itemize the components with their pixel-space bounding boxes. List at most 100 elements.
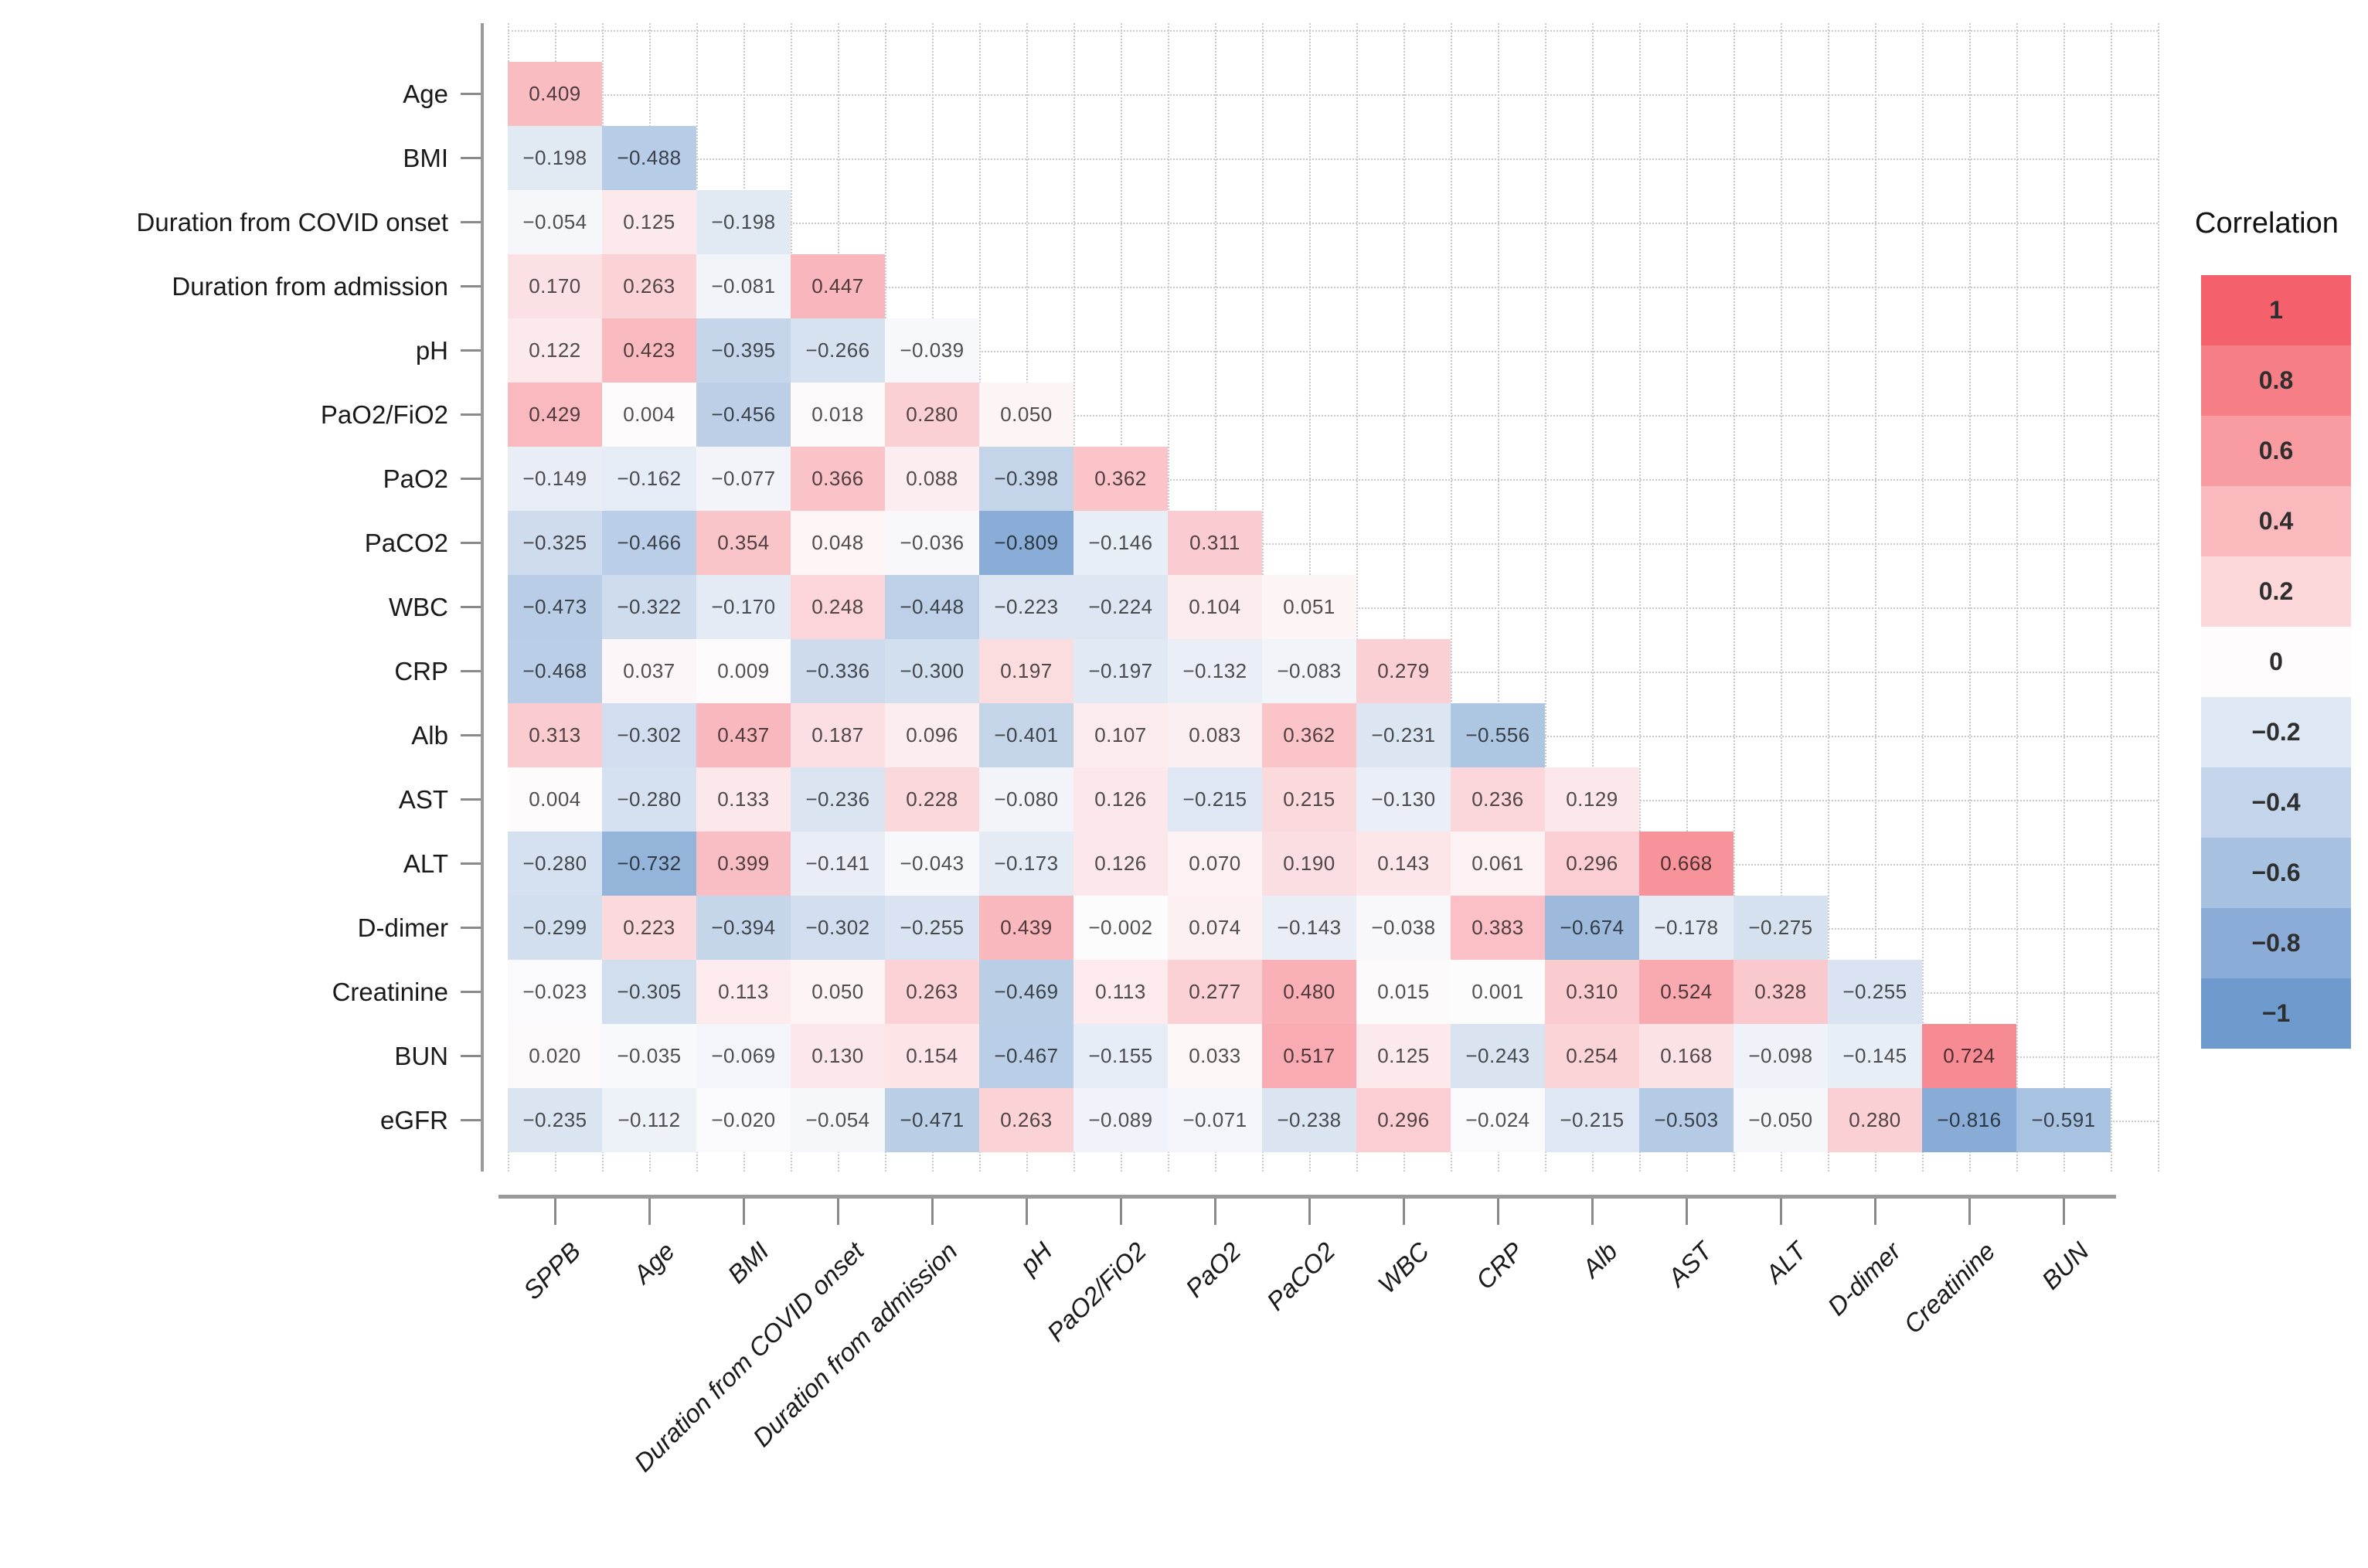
legend-band: −0.4 xyxy=(2201,767,2351,838)
row-label: CRP xyxy=(394,656,448,685)
matrix-cell: −0.255 xyxy=(885,896,979,960)
cell-value: −0.448 xyxy=(900,595,965,618)
cell-value: −0.038 xyxy=(1371,916,1436,939)
row-label: WBC xyxy=(389,592,448,621)
y-tick xyxy=(461,221,481,223)
matrix-cell: −0.302 xyxy=(791,896,885,960)
matrix-cell: 0.429 xyxy=(508,383,602,447)
matrix-cell: −0.098 xyxy=(1733,1024,1828,1088)
legend-band: −1 xyxy=(2201,978,2351,1049)
legend-tick-label: −0.2 xyxy=(2251,718,2301,746)
cell-value: −0.050 xyxy=(1748,1108,1813,1131)
gridline-h xyxy=(508,350,2158,352)
y-tick xyxy=(461,862,481,865)
matrix-cell: −0.468 xyxy=(508,639,602,703)
row-label: BMI xyxy=(403,143,448,172)
cell-value: 0.133 xyxy=(717,787,770,811)
matrix-cell: −0.141 xyxy=(791,832,885,896)
matrix-cell: −0.039 xyxy=(885,318,979,383)
matrix-cell: 0.296 xyxy=(1356,1088,1451,1152)
cell-value: 0.197 xyxy=(1000,659,1053,682)
matrix-cell: 0.096 xyxy=(885,703,979,767)
matrix-cell: 0.170 xyxy=(508,254,602,318)
cell-value: 0.383 xyxy=(1471,916,1524,939)
cell-value: −0.178 xyxy=(1654,916,1719,939)
cell-value: −0.471 xyxy=(900,1108,965,1131)
matrix-cell: 0.033 xyxy=(1168,1024,1262,1088)
cell-value: −0.197 xyxy=(1088,659,1153,682)
gridline-v xyxy=(2016,23,2018,1172)
matrix-cell: 0.248 xyxy=(791,575,885,639)
col-label: WBC xyxy=(1372,1236,1435,1299)
legend-band: −0.8 xyxy=(2201,908,2351,978)
col-label: PaO2/FiO2 xyxy=(1041,1236,1152,1347)
matrix-cell: −0.145 xyxy=(1828,1024,1922,1088)
legend-band: −0.6 xyxy=(2201,838,2351,908)
x-tick xyxy=(1402,1199,1405,1225)
matrix-cell: 0.668 xyxy=(1639,832,1733,896)
legend-band: 0.8 xyxy=(2201,345,2351,416)
y-tick xyxy=(461,670,481,672)
cell-value: 0.524 xyxy=(1660,980,1713,1003)
matrix-cell: 0.280 xyxy=(1828,1088,1922,1152)
matrix-cell: −0.299 xyxy=(508,896,602,960)
matrix-cell: −0.395 xyxy=(696,318,791,383)
cell-value: −0.305 xyxy=(617,980,682,1003)
row-label: Alb xyxy=(411,720,448,750)
matrix-cell: 0.437 xyxy=(696,703,791,767)
matrix-cell: 0.037 xyxy=(602,639,696,703)
cell-value: 0.126 xyxy=(1094,787,1147,811)
matrix-cell: −0.732 xyxy=(602,832,696,896)
cell-value: −0.398 xyxy=(994,467,1059,490)
cell-value: −0.223 xyxy=(994,595,1059,618)
y-tick xyxy=(461,157,481,159)
cell-value: 0.048 xyxy=(811,531,864,554)
matrix-cell: −0.456 xyxy=(696,383,791,447)
matrix-cell: −0.215 xyxy=(1545,1088,1639,1152)
cell-value: 0.724 xyxy=(1943,1044,1995,1067)
matrix-cell: 0.480 xyxy=(1262,960,1356,1024)
matrix-cell: 0.018 xyxy=(791,383,885,447)
matrix-cell: 0.313 xyxy=(508,703,602,767)
cell-value: −0.732 xyxy=(617,852,682,875)
matrix-cell: 0.129 xyxy=(1545,767,1639,832)
legend-tick-label: 1 xyxy=(2269,296,2283,324)
cell-value: 0.263 xyxy=(906,980,958,1003)
matrix-cell: 0.104 xyxy=(1168,575,1262,639)
x-tick xyxy=(931,1199,934,1225)
cell-value: 0.277 xyxy=(1189,980,1241,1003)
y-tick xyxy=(461,413,481,416)
gridline-h xyxy=(508,222,2158,224)
matrix-cell: −0.020 xyxy=(696,1088,791,1152)
x-tick xyxy=(1496,1199,1499,1225)
cell-value: −0.039 xyxy=(900,338,965,362)
cell-value: −0.280 xyxy=(522,852,587,875)
cell-value: −0.215 xyxy=(1560,1108,1625,1131)
matrix-cell: 0.050 xyxy=(791,960,885,1024)
matrix-cell: −0.235 xyxy=(508,1088,602,1152)
matrix-cell: 0.130 xyxy=(791,1024,885,1088)
matrix-cell: 0.126 xyxy=(1073,832,1168,896)
cell-value: 0.280 xyxy=(906,403,958,426)
cell-value: −0.816 xyxy=(1937,1108,2002,1131)
x-tick xyxy=(1119,1199,1122,1225)
legend-tick-label: −1 xyxy=(2261,999,2291,1027)
matrix-cell: 0.354 xyxy=(696,511,791,575)
col-label: SPPB xyxy=(517,1236,587,1305)
cell-value: 0.126 xyxy=(1094,852,1147,875)
legend-tick-label: 0 xyxy=(2269,648,2283,675)
cell-value: 0.113 xyxy=(1095,980,1146,1003)
cell-value: −0.236 xyxy=(805,787,870,811)
y-tick xyxy=(461,606,481,608)
matrix-cell: −0.146 xyxy=(1073,511,1168,575)
legend-band: 1 xyxy=(2201,275,2351,345)
cell-value: 0.447 xyxy=(811,274,864,298)
col-label: ALT xyxy=(1759,1236,1812,1289)
matrix-cell: −0.236 xyxy=(791,767,885,832)
cell-value: 0.296 xyxy=(1377,1108,1430,1131)
cell-value: −0.020 xyxy=(711,1108,776,1131)
col-label: BUN xyxy=(2036,1236,2095,1295)
gridline-v xyxy=(1639,23,1641,1172)
matrix-cell: −0.223 xyxy=(979,575,1073,639)
matrix-cell: 0.168 xyxy=(1639,1024,1733,1088)
